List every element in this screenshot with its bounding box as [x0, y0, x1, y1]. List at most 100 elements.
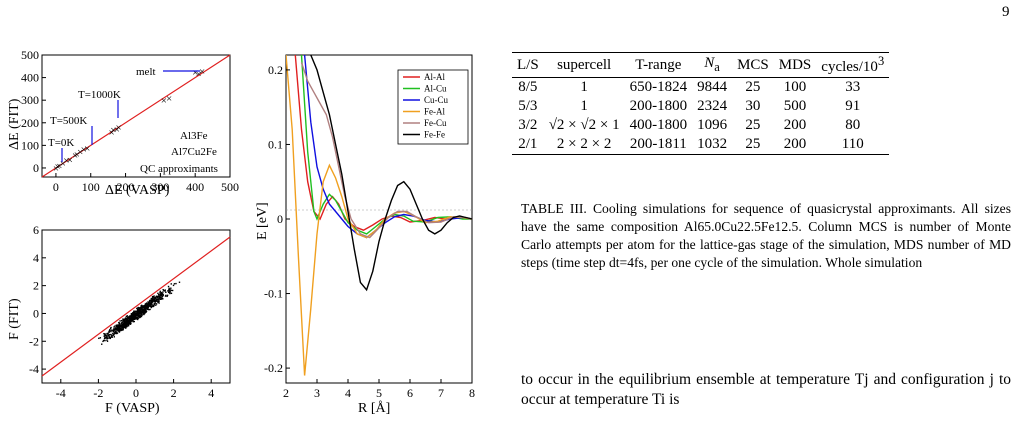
- cloud-point: [166, 294, 169, 297]
- cloud-point: [121, 321, 123, 324]
- cloud-point: [135, 318, 137, 320]
- cloud-point: [146, 303, 148, 306]
- cloud-point: [116, 332, 118, 335]
- cloud-point: [115, 331, 117, 334]
- cloud-point: [160, 297, 163, 299]
- cloud-point: [138, 309, 140, 311]
- table-cell: 400-1800: [629, 117, 688, 133]
- cloud-point: [122, 326, 125, 328]
- cloud-point: [136, 312, 138, 314]
- cloud-point: [109, 329, 111, 331]
- cloud-point: [148, 304, 150, 306]
- table-caption: TABLE III. Cooling simulations for seque…: [521, 201, 1011, 270]
- cloud-point: [157, 295, 160, 297]
- x-tick-label: 200: [117, 180, 135, 194]
- cloud-point: [101, 343, 103, 345]
- cloud-point: [130, 313, 132, 315]
- cloud-point: [119, 323, 121, 326]
- cloud-point: [149, 308, 151, 311]
- cloud-point: [150, 299, 153, 301]
- cloud-point: [126, 320, 128, 322]
- cloud-point: [136, 314, 138, 317]
- table-header-cell: L/S: [517, 56, 539, 73]
- figure: ×××××× ×××××××××× ×××× 0 100 200 300 400 500010…: [7, 48, 475, 416]
- cloud-point: [108, 336, 111, 338]
- table-cell: 25: [745, 79, 761, 95]
- cloud-point: [127, 319, 129, 321]
- cloud-point: [132, 317, 134, 320]
- table-cell: 1: [580, 79, 588, 95]
- cloud-point: [111, 336, 113, 338]
- cloud-point: [154, 296, 156, 299]
- cloud-point: [129, 320, 131, 322]
- curve-fe-fe: [310, 55, 472, 292]
- y-tick-label: -4: [29, 362, 39, 376]
- cloud-point: [162, 291, 164, 293]
- cloud-point: [141, 310, 144, 312]
- cloud-point: [136, 312, 139, 315]
- x-tick-label: 300: [151, 180, 169, 194]
- cloud-point: [115, 324, 118, 326]
- cloud-point: [140, 306, 142, 308]
- cloud-point: [127, 317, 129, 319]
- y-tick-label: 0: [33, 161, 39, 175]
- cloud-point: [139, 312, 141, 314]
- cloud-point: [169, 290, 171, 292]
- cloud-point: [125, 327, 127, 329]
- cloud-point: [127, 324, 130, 327]
- cloud-point: [122, 328, 124, 330]
- cloud-point: [110, 330, 112, 333]
- cloud-point: [122, 318, 124, 321]
- cloud-point: [138, 312, 141, 315]
- table-row: 2/1 2 × 2 × 2 200-1811 1032 25 200 110: [512, 135, 890, 155]
- cloud-point: [119, 330, 121, 332]
- x-tick-label: 0: [53, 180, 59, 194]
- cloud-point: [129, 321, 131, 323]
- cloud-point: [170, 292, 173, 295]
- cloud-point: [149, 299, 152, 301]
- cloud-point: [104, 333, 106, 335]
- cloud-point: [173, 283, 176, 285]
- panel-a-fit-line: [41, 54, 231, 178]
- cloud-point: [168, 287, 170, 290]
- table-cell: 200: [783, 136, 807, 152]
- cloud-point: [140, 314, 142, 316]
- cloud-point: [123, 321, 126, 323]
- cloud-point: [137, 310, 139, 312]
- annot-qc: QC approximants: [140, 163, 218, 175]
- panel-a: ×××××× ×××××××××× ×××× 0 100 200 300 400 500 0 10…: [7, 48, 239, 198]
- table-header-cell: T-range: [635, 56, 682, 73]
- cloud-point: [112, 329, 114, 331]
- table-cell: 2 × 2 × 2: [556, 136, 612, 152]
- scatter-point: ×: [84, 143, 90, 155]
- cloud-point: [143, 307, 145, 309]
- cloud-point: [150, 304, 152, 306]
- legend-entry: Cu-Cu: [424, 95, 449, 105]
- cloud-point: [154, 298, 156, 301]
- cloud-point: [141, 306, 144, 308]
- y-tick-label: -0.2: [264, 361, 283, 375]
- cloud-point: [104, 339, 106, 342]
- cloud-point: [108, 337, 110, 339]
- cloud-point: [171, 289, 174, 292]
- x-tick-label: 2: [171, 386, 177, 400]
- panel-b-ylabel: F (FIT): [7, 298, 22, 340]
- cloud-point: [148, 308, 150, 311]
- cloud-point: [162, 288, 164, 291]
- cloud-point: [139, 316, 141, 319]
- cloud-point: [121, 319, 123, 322]
- cloud-point: [156, 299, 158, 302]
- cloud-point: [113, 336, 116, 338]
- cloud-point: [108, 330, 111, 332]
- cloud-point: [169, 291, 172, 293]
- table-cell: 1: [580, 98, 588, 114]
- cloud-point: [129, 323, 132, 325]
- cloud-point: [157, 301, 159, 304]
- cloud-point: [110, 329, 113, 331]
- cloud-point: [146, 307, 148, 309]
- table-row: 3/2 √2 × √2 × 1 400-1800 1096 25 200 80: [512, 116, 889, 135]
- cloud-point: [105, 336, 108, 338]
- cloud-point: [166, 295, 168, 298]
- cloud-point: [169, 292, 171, 295]
- cloud-point: [150, 306, 152, 309]
